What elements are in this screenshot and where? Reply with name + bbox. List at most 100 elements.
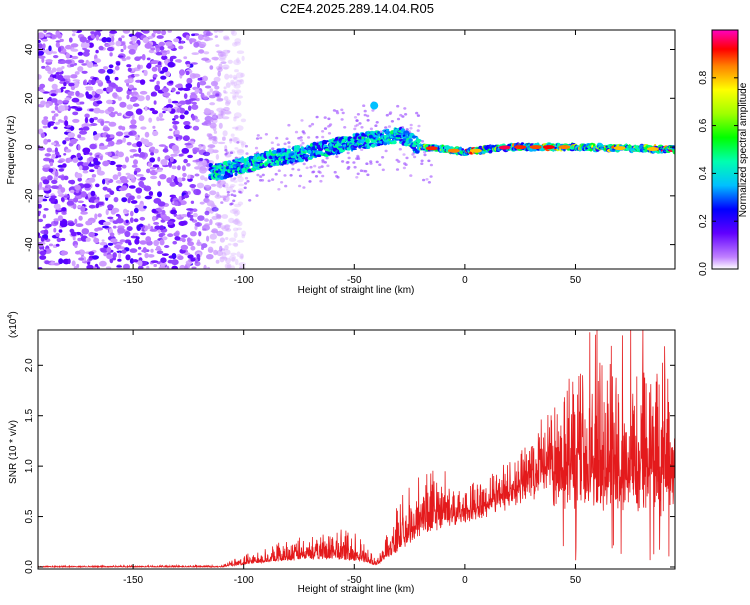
heatmap-cell bbox=[371, 109, 375, 112]
heatmap-cell bbox=[210, 240, 216, 244]
heatmap-cell bbox=[56, 237, 62, 243]
heatmap-cell bbox=[226, 193, 230, 197]
heatmap-cell bbox=[299, 139, 303, 142]
heatmap-cell bbox=[108, 121, 117, 127]
heatmap-cell bbox=[144, 131, 150, 138]
heatmap-cell bbox=[160, 159, 168, 166]
heatmap-cell bbox=[86, 61, 94, 68]
heatmap-cell bbox=[396, 117, 401, 121]
x-tick-label: -100 bbox=[234, 275, 254, 286]
heatmap-cell bbox=[88, 204, 96, 209]
heatmap-cell bbox=[51, 34, 56, 39]
heatmap-cell bbox=[73, 197, 79, 203]
heatmap-cell bbox=[164, 245, 170, 248]
heatmap-cell bbox=[358, 122, 362, 125]
heatmap-cell bbox=[48, 158, 55, 164]
heatmap-cell bbox=[154, 169, 163, 173]
heatmap-cell bbox=[179, 114, 185, 120]
heatmap-cell bbox=[185, 34, 190, 41]
heatmap-cell bbox=[115, 131, 124, 137]
heatmap-cell bbox=[184, 142, 192, 146]
heatmap-cell bbox=[47, 122, 51, 128]
heatmap-cell bbox=[139, 90, 148, 95]
heatmap-cell bbox=[133, 153, 140, 157]
heatmap-cell bbox=[114, 244, 122, 249]
heatmap-cell bbox=[115, 213, 120, 217]
heatmap-cell bbox=[48, 243, 54, 247]
heatmap-cell bbox=[162, 148, 169, 153]
heatmap-cell bbox=[202, 34, 208, 37]
heatmap-cell bbox=[187, 254, 194, 259]
heatmap-cell bbox=[56, 33, 63, 39]
heatmap-cell bbox=[235, 72, 244, 79]
heatmap-cell bbox=[321, 130, 325, 133]
heatmap-cell bbox=[245, 152, 249, 155]
heatmap-cell bbox=[143, 205, 147, 209]
heatmap-cell bbox=[252, 165, 255, 169]
heatmap-cell bbox=[88, 156, 95, 162]
heatmap-cell bbox=[206, 266, 211, 269]
heatmap-cell bbox=[203, 120, 212, 126]
heatmap-cell bbox=[156, 116, 160, 122]
heatmap-cell bbox=[231, 136, 238, 142]
heatmap-cell bbox=[201, 57, 210, 61]
heatmap-cell bbox=[51, 153, 57, 158]
y-tick-label: 2.0 bbox=[24, 358, 35, 372]
heatmap-cell bbox=[182, 135, 190, 142]
heatmap-cell bbox=[355, 157, 359, 160]
heatmap-cell bbox=[60, 187, 66, 193]
heatmap-cell bbox=[287, 145, 291, 149]
heatmap-cell bbox=[384, 126, 388, 129]
heatmap-cell bbox=[51, 110, 56, 114]
x-tick-label: -150 bbox=[123, 275, 143, 286]
heatmap-cell bbox=[125, 219, 129, 224]
heatmap-cell bbox=[327, 117, 331, 121]
heatmap-cell bbox=[170, 153, 179, 157]
heatmap-cell bbox=[102, 225, 110, 229]
heatmap-cell bbox=[234, 218, 239, 225]
heatmap-cell bbox=[100, 120, 105, 126]
heatmap-cell bbox=[221, 252, 227, 258]
heatmap-cell bbox=[347, 156, 351, 160]
heatmap-cell bbox=[112, 92, 118, 98]
heatmap-cell bbox=[157, 156, 161, 162]
heatmap-cell bbox=[133, 207, 139, 214]
svg-text:(x104): (x104) bbox=[7, 311, 19, 338]
heatmap-cell bbox=[178, 135, 183, 140]
heatmap-cell bbox=[238, 183, 245, 187]
heatmap-cell bbox=[161, 253, 169, 256]
heatmap-cell bbox=[370, 143, 376, 148]
heatmap-cell bbox=[385, 113, 389, 117]
heatmap-cell bbox=[202, 228, 207, 231]
heatmap-cell bbox=[70, 189, 75, 194]
heatmap-cell bbox=[177, 177, 183, 183]
heatmap-cell bbox=[75, 250, 81, 255]
heatmap-cell bbox=[85, 87, 94, 91]
heatmap-cell bbox=[70, 74, 78, 79]
heatmap-cell bbox=[210, 163, 213, 166]
heatmap-cell bbox=[110, 238, 118, 243]
x-tick-label: 50 bbox=[570, 275, 582, 286]
heatmap-cell bbox=[41, 57, 45, 63]
heatmap-cell bbox=[234, 172, 238, 176]
heatmap-cell bbox=[333, 170, 337, 174]
heatmap-cell bbox=[106, 99, 113, 105]
heatmap-cell bbox=[64, 120, 69, 127]
heatmap-cell bbox=[70, 106, 78, 109]
heatmap-cell bbox=[161, 30, 167, 36]
heatmap-cell bbox=[156, 30, 162, 34]
heatmap-cell bbox=[223, 91, 228, 94]
heatmap-cell bbox=[301, 130, 305, 133]
heatmap-cell bbox=[127, 45, 135, 50]
heatmap-cell bbox=[64, 137, 71, 142]
heatmap-cell bbox=[186, 163, 191, 167]
snr-scale-note: (x104) bbox=[7, 311, 19, 338]
heatmap-cell bbox=[284, 148, 287, 152]
heatmap-cell bbox=[66, 200, 75, 206]
heatmap-cell bbox=[230, 265, 235, 269]
heatmap-cell bbox=[161, 209, 166, 215]
heatmap-cell bbox=[184, 265, 188, 269]
heatmap-cell bbox=[55, 121, 60, 125]
heatmap-cell bbox=[186, 211, 191, 218]
heatmap-cell bbox=[173, 38, 180, 43]
